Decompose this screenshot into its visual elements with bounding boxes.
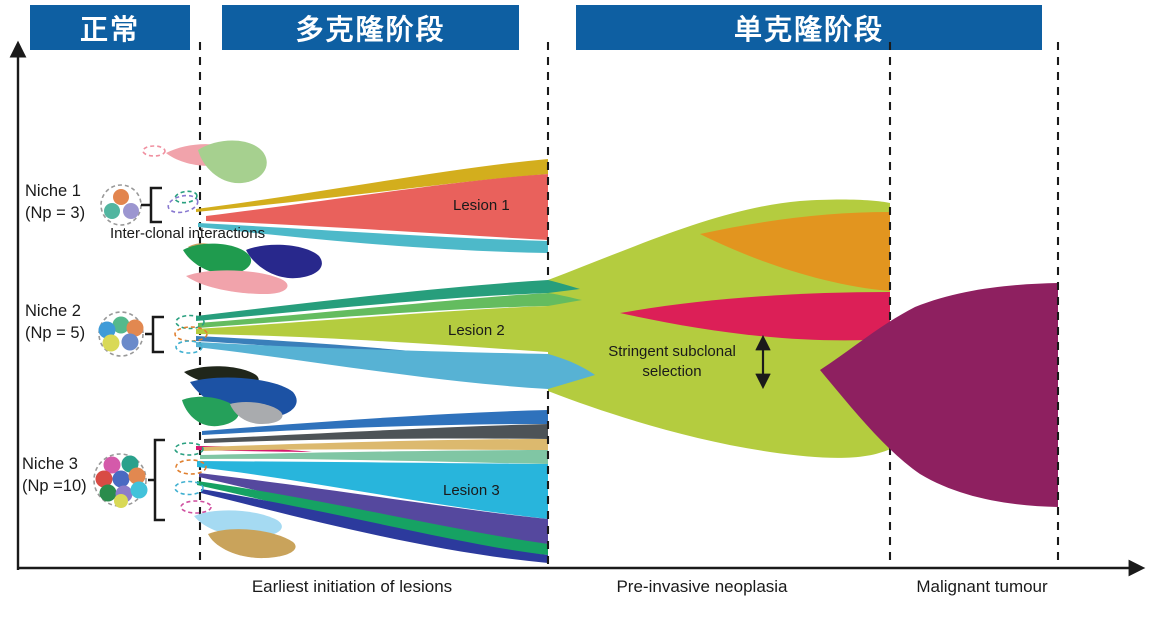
niche2-ring bbox=[98, 311, 144, 357]
lesion3-blue-stream bbox=[202, 410, 548, 435]
malignant-tumour-shape bbox=[820, 283, 1058, 507]
stringent-selection-label-line2: selection bbox=[642, 363, 701, 380]
niche3-np-label: (Np =10) bbox=[22, 477, 87, 495]
stage-header-monoclonal: 单克隆阶段 bbox=[576, 5, 1042, 50]
lesion1-label: Lesion 1 bbox=[453, 197, 510, 214]
lesion2-skyblue-stream bbox=[196, 342, 548, 389]
niche3-cell bbox=[130, 481, 148, 499]
niche2-cell bbox=[126, 319, 144, 337]
niche3-ring bbox=[93, 453, 147, 507]
niche3-bracket bbox=[148, 438, 165, 522]
interaction-swirl bbox=[174, 190, 198, 204]
interaction-swirl bbox=[174, 480, 204, 496]
niche2-bracket bbox=[145, 315, 164, 354]
niche2-cell bbox=[102, 334, 120, 352]
monoclonal-skyblue-sliver bbox=[548, 354, 595, 389]
niche3-cell bbox=[99, 484, 117, 502]
lesion3-lightseagreen-stream bbox=[200, 450, 548, 464]
niche2-cell bbox=[98, 321, 116, 339]
niche3-cell bbox=[103, 456, 121, 474]
niche2-cell bbox=[112, 316, 130, 334]
xaxis-label-malignant: Malignant tumour bbox=[916, 577, 1048, 596]
niche1-cell bbox=[104, 203, 120, 219]
niche3-cell bbox=[112, 470, 130, 488]
niche2-np-label: (Np = 5) bbox=[25, 324, 85, 342]
lesion3-purple-stream bbox=[199, 473, 548, 544]
niche2-cell bbox=[121, 333, 139, 351]
interaction-swirl bbox=[180, 500, 212, 514]
deadend-blob-lightblue-bottom bbox=[194, 510, 282, 538]
niche2-label: Niche 2 bbox=[25, 302, 81, 320]
inter-clonal-label: Inter-clonal interactions bbox=[110, 225, 265, 242]
deadend-blob-gray bbox=[230, 401, 283, 424]
crimson-subclone-wedge bbox=[620, 292, 890, 341]
lesion2-seagreen-stream bbox=[196, 280, 548, 321]
interaction-swirl bbox=[167, 194, 199, 214]
monoclonal-green-sliver bbox=[548, 293, 582, 306]
niche1-np-label: (Np = 3) bbox=[25, 204, 85, 222]
lesion2-label: Lesion 2 bbox=[448, 322, 505, 339]
lesion2-steelblue-stream bbox=[196, 336, 432, 353]
lesion1-red-stream bbox=[206, 174, 548, 240]
deadend-blob-green-low bbox=[182, 396, 239, 427]
interaction-swirl bbox=[175, 340, 203, 354]
lesion3-label: Lesion 3 bbox=[443, 482, 500, 499]
xaxis-label-earliest-initiation: Earliest initiation of lesions bbox=[252, 577, 452, 596]
lesion3-darkblue-stream bbox=[201, 489, 548, 563]
orange-subclone-wedge bbox=[700, 212, 890, 291]
deadend-blob-pink-mid bbox=[186, 270, 288, 294]
lesion2-yellowgreen-stream bbox=[196, 306, 548, 352]
lesion1-cyan-stream bbox=[198, 223, 548, 253]
deadend-blob-lightgreen-top bbox=[198, 140, 267, 184]
deadend-blob-green-mid bbox=[183, 243, 252, 275]
stage-header-polyclonal: 多克隆阶段 bbox=[222, 5, 519, 50]
stringent-selection-label-line1: Stringent subclonal bbox=[608, 343, 736, 360]
deadend-blob-tan-bottom bbox=[208, 529, 296, 559]
deadend-blob-navy-mid bbox=[246, 244, 322, 279]
niche1-cell bbox=[113, 189, 129, 205]
niche3-label: Niche 3 bbox=[22, 455, 78, 473]
interaction-swirl bbox=[175, 314, 205, 330]
monoclonal-seagreen-sliver bbox=[548, 280, 580, 293]
interaction-swirl bbox=[174, 442, 204, 456]
niche1-bracket bbox=[141, 186, 162, 224]
lesion1-gold-stream bbox=[196, 159, 548, 212]
niche1-label: Niche 1 bbox=[25, 182, 81, 200]
niche3-cell bbox=[114, 494, 128, 508]
lesion3-gray-stream bbox=[204, 424, 548, 443]
lesion3-cyan-stream bbox=[197, 461, 548, 519]
niche3-cell bbox=[128, 467, 146, 485]
stage-header-normal: 正常 bbox=[30, 5, 190, 50]
xaxis-label-preinvasive: Pre-invasive neoplasia bbox=[616, 577, 788, 596]
niche1-cell bbox=[123, 203, 139, 219]
lesion3-tan-stream bbox=[202, 439, 548, 451]
niche3-cell bbox=[95, 470, 113, 488]
interaction-swirl bbox=[142, 145, 166, 157]
lesion3-green-stream bbox=[197, 481, 548, 555]
interaction-swirl bbox=[175, 459, 207, 475]
interaction-swirl bbox=[174, 326, 208, 342]
lesion2-green-stream bbox=[198, 293, 548, 328]
